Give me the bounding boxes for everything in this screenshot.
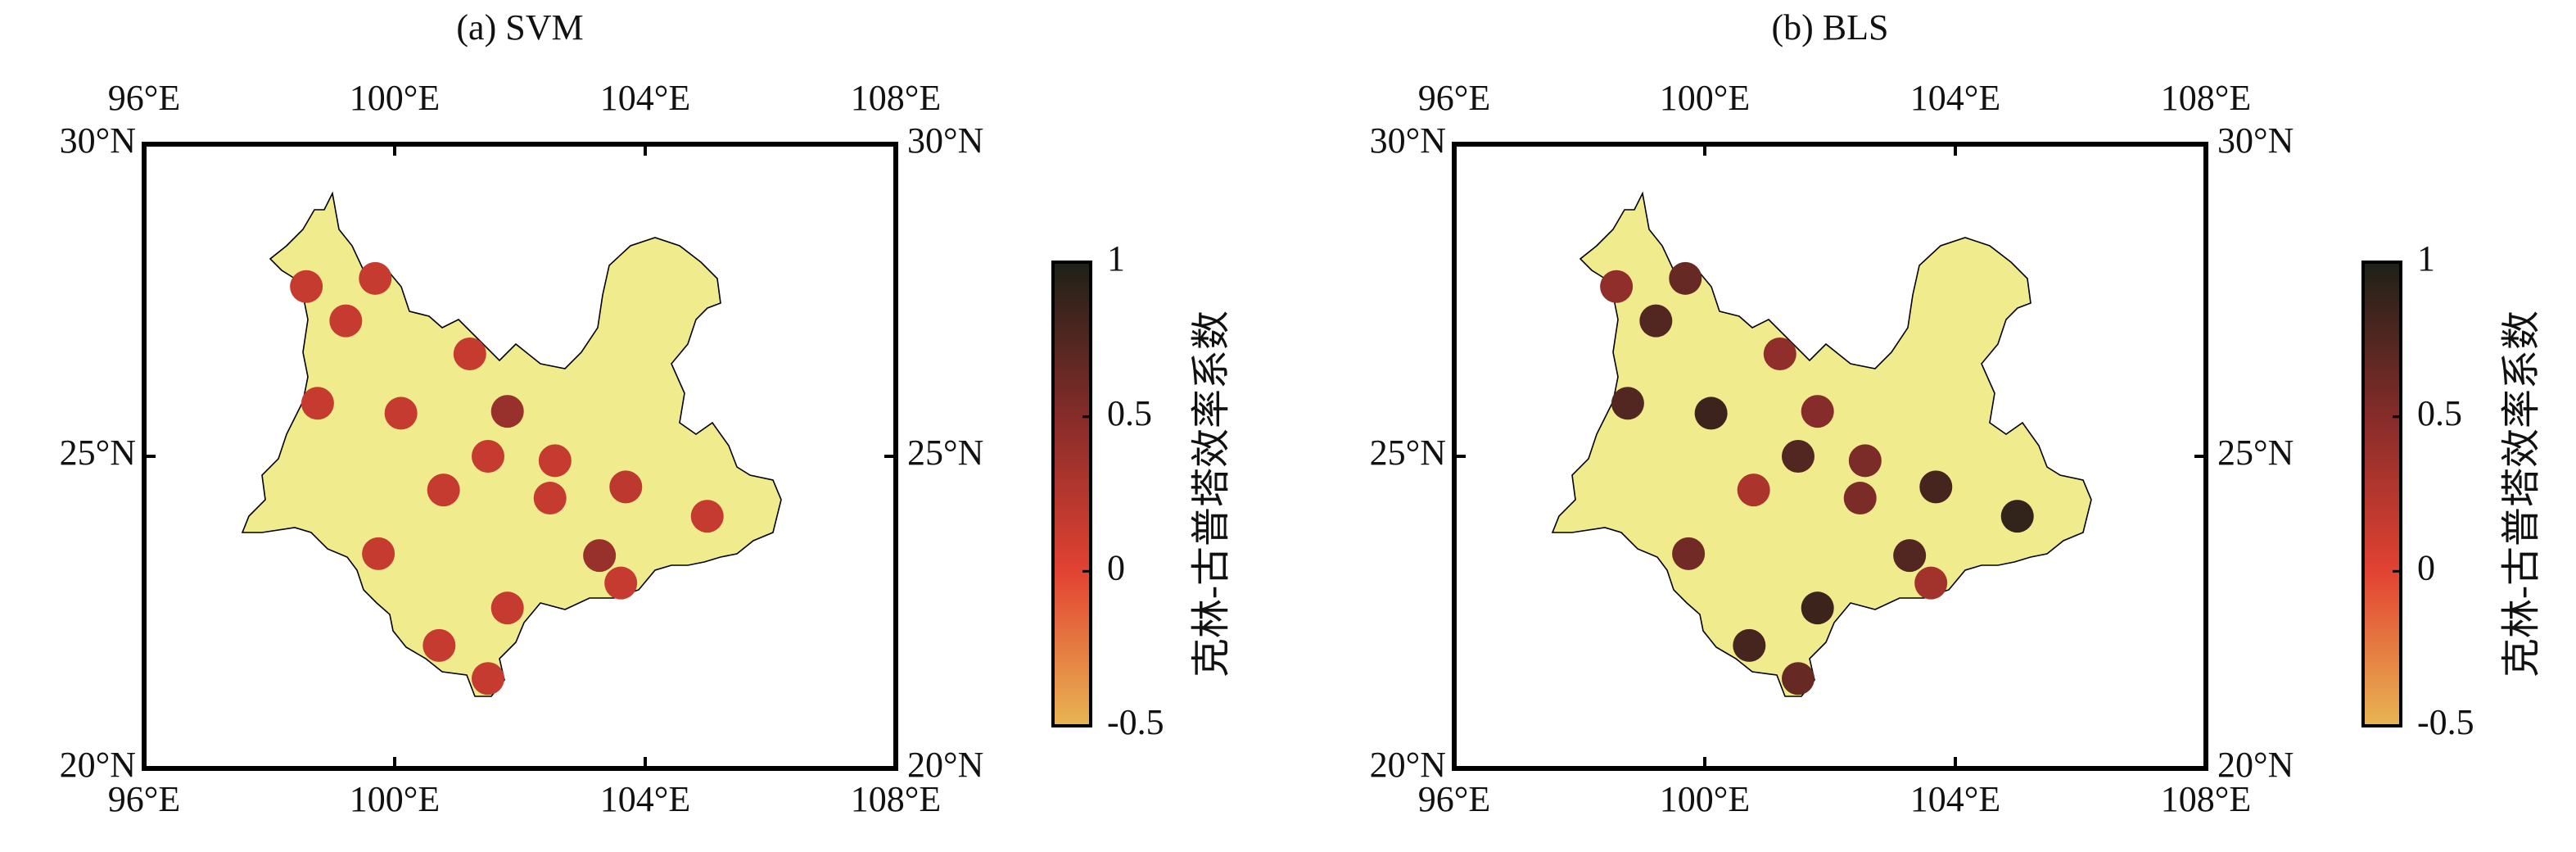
y-tick-label: 20°N (2217, 745, 2294, 785)
y-tick-label: 20°N (60, 745, 136, 785)
station (1801, 395, 1834, 428)
station (1672, 537, 1706, 570)
station (690, 500, 724, 533)
panel-title: (a) SVM (456, 7, 583, 48)
colorbar-tick-label: 0 (1107, 547, 1125, 587)
x-tick-label: 100°E (350, 78, 440, 118)
colorbar-tick-label: 0 (2417, 547, 2435, 587)
colorbar-label: 克林-古普塔效率系数 (2500, 310, 2543, 678)
station (1848, 444, 1882, 478)
y-tick-label: 25°N (907, 433, 983, 473)
station (362, 537, 395, 570)
colorbar-tick-label: 1 (1107, 238, 1125, 279)
x-tick-label: 96°E (1418, 78, 1490, 118)
y-tick-label: 25°N (1370, 433, 1446, 473)
station (1801, 591, 1834, 625)
colorbar-label: 克林-古普塔效率系数 (1190, 310, 1233, 678)
colorbar (2361, 261, 2402, 727)
y-tick-label: 20°N (1370, 745, 1446, 785)
station (490, 591, 524, 625)
colorbar-tick-label: -0.5 (2417, 702, 2474, 742)
station (1763, 338, 1796, 371)
x-tick-label: 96°E (108, 779, 180, 819)
x-tick-label: 104°E (600, 78, 690, 118)
station (1611, 387, 1644, 420)
x-tick-label: 108°E (851, 78, 941, 118)
station (301, 387, 334, 420)
colorbar-tick-label: 0.5 (2417, 393, 2462, 433)
x-tick-label: 108°E (851, 779, 941, 819)
station (1669, 261, 1702, 295)
station (1639, 304, 1673, 338)
station (533, 482, 567, 515)
x-tick-label: 100°E (1660, 78, 1750, 118)
colorbar-tick-label: -0.5 (1107, 702, 1164, 742)
x-tick-label: 96°E (108, 78, 180, 118)
station (1843, 482, 1877, 515)
colorbar-tick-label: 1 (2417, 238, 2435, 279)
station (427, 474, 460, 507)
station (1893, 539, 1927, 573)
x-tick-label: 108°E (2161, 78, 2251, 118)
station (583, 539, 617, 573)
station (609, 470, 643, 504)
station (1694, 397, 1728, 430)
station (1919, 470, 1953, 504)
y-tick-label: 30°N (907, 120, 983, 161)
y-tick-label: 25°N (60, 433, 136, 473)
station (1733, 628, 1766, 662)
station (423, 628, 456, 662)
y-tick-label: 30°N (1370, 120, 1446, 161)
x-tick-label: 100°E (350, 779, 440, 819)
station (2000, 500, 2034, 533)
station (538, 444, 572, 478)
station (290, 270, 323, 303)
x-tick-label: 100°E (1660, 779, 1750, 819)
station (384, 397, 418, 430)
panel-title: (b) BLS (1772, 7, 1889, 48)
station (1781, 662, 1814, 696)
x-tick-label: 104°E (1910, 78, 2000, 118)
station (329, 304, 363, 338)
y-tick-label: 25°N (2217, 433, 2294, 473)
station (1737, 474, 1770, 507)
station (453, 338, 486, 371)
station (359, 261, 392, 295)
colorbar (1051, 261, 1092, 727)
x-tick-label: 104°E (1910, 779, 2000, 819)
colorbar-tick-label: 0.5 (1107, 393, 1152, 433)
station (604, 566, 638, 600)
station (1781, 440, 1814, 473)
station (471, 662, 504, 696)
y-tick-label: 20°N (907, 745, 983, 785)
station (1600, 270, 1634, 303)
x-tick-label: 104°E (600, 779, 690, 819)
y-tick-label: 30°N (2217, 120, 2294, 161)
station (490, 395, 524, 428)
y-tick-label: 30°N (60, 120, 136, 161)
station (1914, 566, 1948, 600)
x-tick-label: 108°E (2161, 779, 2251, 819)
x-tick-label: 96°E (1418, 779, 1490, 819)
station (471, 440, 504, 473)
